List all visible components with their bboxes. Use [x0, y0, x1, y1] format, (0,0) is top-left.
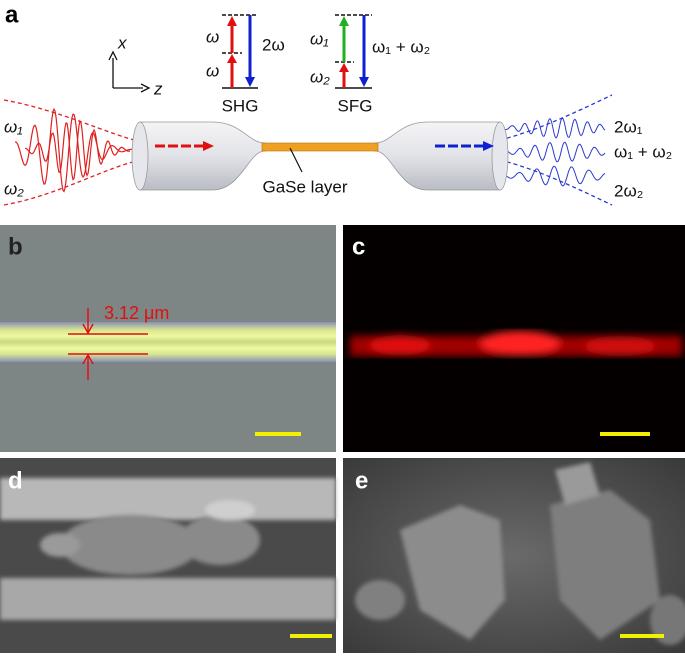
fiber-image	[0, 478, 336, 520]
arrow-head	[82, 353, 94, 365]
gase-layer	[261, 142, 379, 152]
input-label: ω₁	[4, 117, 23, 136]
flakes	[40, 500, 260, 575]
arrow-head	[483, 141, 494, 151]
level-label: ω₂	[310, 67, 330, 86]
fiber-end	[374, 121, 501, 191]
panel-label: e	[355, 467, 368, 494]
fiber-image	[0, 578, 336, 620]
sh-emission	[350, 331, 682, 356]
beam-envelope	[3, 159, 143, 206]
output-label: 2ω	[262, 35, 285, 54]
light-wave	[504, 141, 606, 163]
axis-label: z	[153, 79, 163, 98]
axis-head	[140, 83, 151, 93]
measurement-label: 3.12 μm	[104, 303, 169, 323]
scale-bar	[600, 432, 650, 436]
axis-head	[108, 50, 118, 61]
fiber-end	[139, 121, 266, 191]
arrow-head	[82, 323, 94, 335]
light-wave	[24, 119, 131, 181]
panel-label: b	[8, 233, 23, 260]
input-label: ω₂	[4, 179, 24, 198]
arrow-head	[359, 77, 369, 87]
output-label: ω₁ + ω₂	[372, 37, 430, 56]
process-label: SHG	[222, 96, 259, 115]
pointer	[289, 147, 303, 173]
level-label: ω	[206, 61, 219, 80]
fiber-image	[0, 322, 336, 362]
beam-envelope	[3, 99, 143, 143]
panel-label: c	[352, 233, 365, 260]
process-label: SFG	[338, 96, 373, 115]
arrow-head	[227, 54, 237, 63]
material-label: GaSe layer	[262, 177, 347, 196]
flakes	[355, 462, 685, 645]
output-label: 2ω₂	[614, 181, 643, 200]
level-label: ω₁	[310, 29, 329, 48]
light-wave	[504, 117, 606, 139]
level-label: ω	[206, 27, 219, 46]
scale-bar	[620, 634, 664, 638]
arrow-head	[245, 77, 255, 87]
beam-envelope	[499, 94, 613, 141]
output-label: ω₁ + ω₂	[614, 142, 672, 161]
arrow-head	[339, 16, 349, 26]
arrow-head	[339, 63, 349, 72]
light-wave	[14, 107, 136, 193]
panel-label: a	[5, 1, 19, 28]
scale-bar	[290, 634, 332, 638]
fiber-face	[491, 121, 509, 191]
output-label: 2ω₁	[614, 117, 643, 136]
arrow-head	[227, 16, 237, 26]
fiber-face	[131, 121, 149, 191]
scale-bar	[255, 432, 301, 436]
panel-label: d	[8, 467, 23, 494]
arrow-head	[203, 141, 214, 151]
light-wave	[504, 165, 606, 187]
waves	[14, 107, 606, 193]
axis-label: x	[117, 33, 127, 52]
beam-envelope	[499, 159, 613, 206]
